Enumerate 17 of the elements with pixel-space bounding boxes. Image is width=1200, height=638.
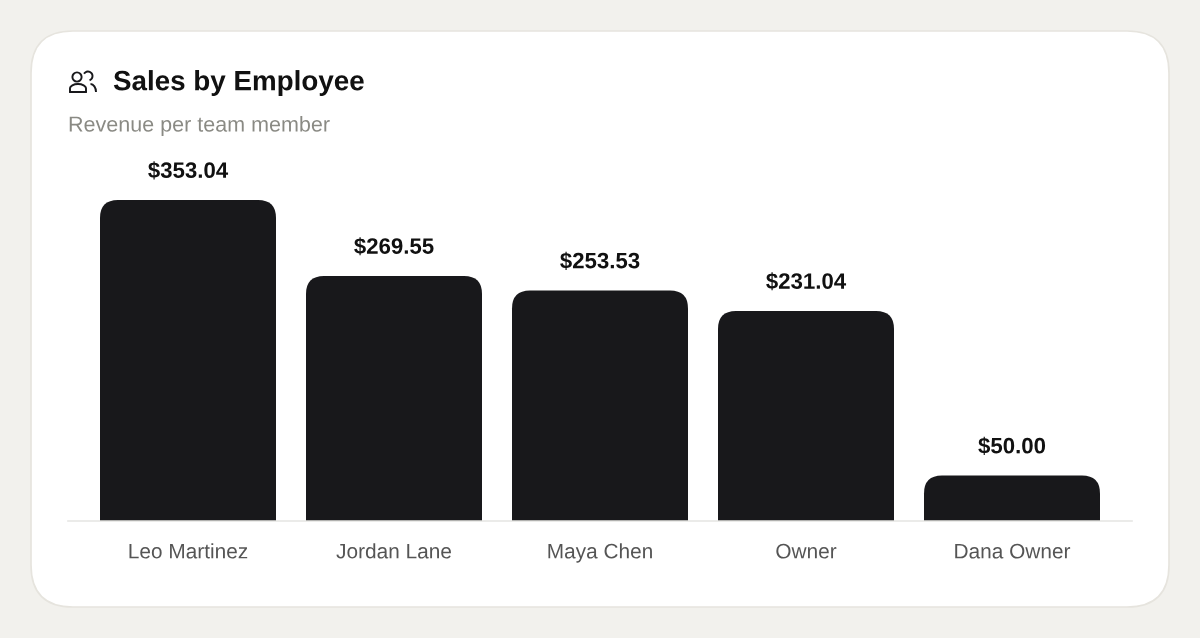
bar bbox=[306, 275, 482, 521]
x-tick-label: Owner bbox=[776, 543, 837, 559]
data-label: $269.55 bbox=[354, 237, 434, 256]
data-label: $50.00 bbox=[978, 436, 1046, 455]
data-label: $353.04 bbox=[148, 161, 229, 180]
x-tick-label: Leo Martinez bbox=[129, 543, 248, 559]
data-label: $253.53 bbox=[560, 251, 640, 270]
bar bbox=[718, 310, 894, 521]
bar bbox=[100, 200, 276, 521]
x-tick-label: Jordan Lane bbox=[336, 543, 451, 559]
data-label: $231.04 bbox=[766, 272, 847, 291]
chart-subtitle: Revenue per team member bbox=[69, 115, 330, 137]
x-tick-label: Dana Owner bbox=[955, 543, 1071, 559]
bar bbox=[512, 290, 688, 521]
bar bbox=[924, 475, 1100, 521]
chart-title: Sales by Employee bbox=[113, 70, 364, 96]
x-tick-label: Maya Chen bbox=[548, 543, 652, 563]
